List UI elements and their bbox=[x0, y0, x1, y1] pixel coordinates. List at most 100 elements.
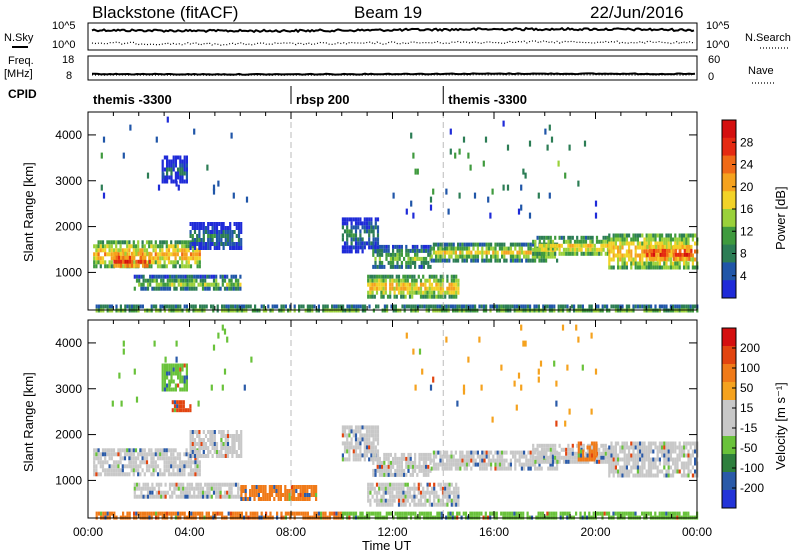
power-cell bbox=[527, 258, 530, 263]
velocity-cell bbox=[246, 497, 249, 501]
velocity-cell bbox=[170, 387, 173, 392]
velocity-cell bbox=[181, 511, 184, 516]
power-cell bbox=[538, 243, 541, 248]
velocity-cell bbox=[359, 433, 362, 438]
power-cell bbox=[676, 265, 679, 270]
velocity-cell bbox=[389, 482, 392, 487]
power-cell bbox=[181, 240, 184, 245]
power-cell bbox=[110, 248, 113, 253]
power-cell bbox=[254, 304, 257, 309]
velocity-cell bbox=[621, 473, 624, 478]
power-cell bbox=[435, 278, 438, 283]
power-cell bbox=[161, 179, 164, 184]
power-cell bbox=[415, 286, 418, 291]
velocity-cell bbox=[381, 472, 384, 477]
power-cell bbox=[436, 304, 439, 309]
velocity-cell bbox=[680, 449, 683, 454]
power-cell bbox=[352, 233, 355, 238]
velocity-cell bbox=[619, 469, 622, 474]
power-cell bbox=[658, 265, 661, 270]
velocity-cell bbox=[204, 494, 207, 499]
velocity-cell bbox=[176, 408, 179, 413]
velocity-cell bbox=[218, 430, 221, 434]
power-cell bbox=[115, 240, 118, 245]
velocity-cell bbox=[354, 453, 358, 458]
velocity-cell bbox=[123, 464, 127, 469]
velocity-cell bbox=[264, 489, 267, 493]
velocity-cell bbox=[667, 441, 670, 446]
power-cell bbox=[187, 260, 190, 265]
velocity-cell bbox=[178, 408, 181, 413]
velocity-cell bbox=[537, 511, 540, 516]
power-cell bbox=[183, 304, 186, 309]
power-cell bbox=[427, 260, 430, 265]
power-cell bbox=[102, 304, 105, 309]
power-cell bbox=[139, 304, 142, 309]
power-cell bbox=[359, 217, 362, 222]
power-cell bbox=[229, 242, 232, 246]
power-cell bbox=[398, 264, 401, 269]
velocity-cell bbox=[133, 494, 136, 499]
power-cell bbox=[463, 258, 466, 263]
power-cell bbox=[419, 278, 423, 283]
power-cell bbox=[678, 265, 681, 270]
power-cell bbox=[178, 264, 182, 269]
velocity-cell bbox=[217, 490, 220, 495]
velocity-cell bbox=[165, 456, 168, 461]
power-cell bbox=[182, 282, 185, 287]
power-cell bbox=[514, 242, 517, 247]
power-cell bbox=[93, 244, 96, 249]
velocity-cell bbox=[365, 449, 369, 454]
power-cell bbox=[368, 304, 371, 309]
power-cell bbox=[190, 286, 194, 291]
velocity-cell bbox=[418, 348, 422, 355]
power-cell bbox=[650, 256, 653, 261]
power-cell bbox=[450, 286, 453, 291]
velocity-cell bbox=[505, 466, 508, 471]
power-cell bbox=[430, 258, 433, 263]
power-cell bbox=[101, 256, 105, 261]
power-cell bbox=[652, 256, 656, 261]
velocity-cell bbox=[619, 511, 622, 516]
power-cell bbox=[623, 265, 626, 270]
power-cell bbox=[393, 286, 396, 291]
velocity-cell bbox=[320, 511, 323, 516]
power-cell bbox=[394, 252, 397, 257]
power-cell bbox=[558, 247, 561, 252]
power-cell bbox=[95, 256, 98, 261]
power-cell bbox=[634, 253, 637, 258]
power-cell bbox=[346, 225, 349, 230]
power-cell bbox=[567, 251, 570, 256]
power-cell bbox=[407, 264, 410, 269]
power-cell bbox=[465, 258, 468, 263]
power-cell bbox=[156, 244, 160, 249]
power-cell bbox=[385, 244, 388, 249]
velocity-cell bbox=[170, 472, 173, 477]
velocity-cell bbox=[123, 448, 127, 453]
power-cell bbox=[415, 290, 418, 295]
velocity-cell bbox=[643, 457, 646, 462]
power-cell bbox=[172, 163, 175, 168]
power-cell bbox=[389, 294, 392, 299]
power-cell bbox=[126, 240, 129, 245]
velocity-cell bbox=[166, 383, 169, 388]
power-cell bbox=[689, 233, 692, 238]
velocity-cell bbox=[562, 455, 566, 460]
power-cell bbox=[155, 136, 158, 143]
power-cell bbox=[165, 240, 168, 245]
power-cell bbox=[413, 282, 416, 287]
velocity-cell bbox=[474, 458, 477, 463]
velocity-cell bbox=[135, 482, 139, 487]
velocity-cell bbox=[97, 456, 100, 461]
power-cell bbox=[482, 160, 485, 167]
power-cell bbox=[173, 282, 176, 287]
velocity-cell bbox=[173, 400, 177, 405]
velocity-cell bbox=[691, 465, 694, 470]
power-cell bbox=[448, 242, 451, 247]
power-cell bbox=[457, 290, 460, 295]
velocity-cell bbox=[243, 384, 246, 391]
power-cell bbox=[511, 304, 514, 309]
power-cell bbox=[381, 244, 384, 249]
power-cell bbox=[187, 244, 190, 249]
velocity-cell bbox=[168, 380, 172, 387]
